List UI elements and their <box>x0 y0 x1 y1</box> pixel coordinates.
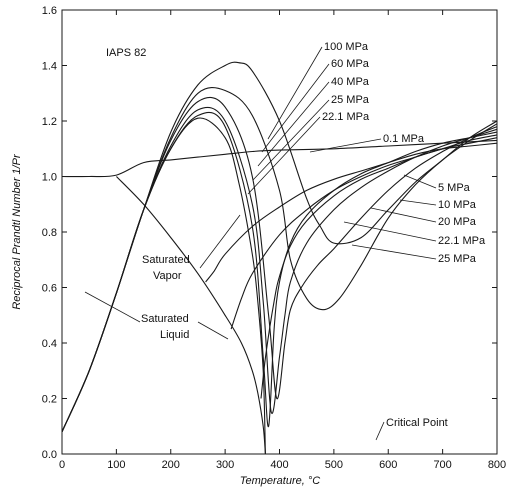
leader-line <box>197 321 229 340</box>
x-tick-label: 100 <box>107 459 125 471</box>
annotation-label: 60 MPa <box>331 58 370 70</box>
x-tick-label: 400 <box>270 459 288 471</box>
chart-title: IAPS 82 <box>106 47 146 59</box>
x-tick-label: 500 <box>325 459 343 471</box>
annotation-label: Saturated <box>141 313 189 325</box>
series-line-25-mpa <box>61 106 498 433</box>
x-tick-label: 300 <box>216 459 234 471</box>
y-tick-label: 1.6 <box>42 5 57 17</box>
leader-lines <box>84 46 437 441</box>
x-tick-label: 600 <box>379 459 397 471</box>
leader-line <box>252 99 330 181</box>
annotation-label: 5 MPa <box>438 182 471 194</box>
annotation-label: Saturated <box>142 254 190 266</box>
leader-line <box>399 199 437 206</box>
y-tick-label: 0.6 <box>42 283 57 295</box>
leader-line <box>370 207 437 223</box>
leader-line <box>343 221 437 242</box>
leader-line <box>351 244 437 260</box>
annotation-label: 25 MPa <box>438 253 477 265</box>
series-line-40-mpa <box>61 97 498 433</box>
annotation-label: 0.1 MPa <box>383 133 425 145</box>
x-tick-label: 200 <box>162 459 180 471</box>
x-tick-label: 0 <box>59 459 65 471</box>
series-line-saturated-vapor <box>116 176 266 455</box>
annotation-label: 100 MPa <box>324 41 369 53</box>
annotation-label: Critical Point <box>386 417 448 429</box>
x-axis-ticks: 0 100 200 300 400 500 600 700 800 <box>59 10 506 471</box>
leader-line <box>267 46 323 140</box>
annotation-label: Liquid <box>160 329 189 341</box>
x-tick-label: 700 <box>433 459 451 471</box>
y-tick-label: 1.4 <box>42 61 57 73</box>
y-tick-label: 1.0 <box>42 172 57 184</box>
leader-line <box>309 138 382 153</box>
y-tick-label: 0.0 <box>42 449 57 461</box>
y-tick-label: 0.4 <box>42 338 57 350</box>
leader-line <box>261 63 330 153</box>
annotation-label: 40 MPa <box>331 76 370 88</box>
annotation-label: 10 MPa <box>438 199 477 211</box>
leader-line <box>403 174 437 189</box>
annotation-labels: 100 MPa 60 MPa 40 MPa 25 MPa 22.1 MPa 0.1 MPa… <box>141 41 486 429</box>
leader-line <box>247 116 321 195</box>
y-tick-label: 1.2 <box>42 116 57 128</box>
leader-line <box>84 291 141 323</box>
annotation-label: 22.1 MPa <box>438 235 486 247</box>
series-line-20-mpa <box>260 134 498 399</box>
annotation-label: 22.1 MPa <box>322 111 370 123</box>
leader-line <box>375 421 385 441</box>
series-line-0-1-mpa <box>61 139 498 178</box>
leader-line <box>199 214 241 269</box>
annotation-label: Vapor <box>153 270 182 282</box>
curves-group <box>61 61 498 455</box>
x-tick-label: 800 <box>488 459 506 471</box>
x-axis-label: Temperature, °C <box>240 475 320 487</box>
series-line-10-mpa <box>230 137 498 330</box>
y-tick-label: 0.8 <box>42 227 57 239</box>
y-axis-label: Reciprocal Prandtl Number 1/Pr <box>11 153 23 310</box>
leader-line <box>257 81 330 167</box>
series-line-saturated-liquid <box>61 117 266 455</box>
annotation-label: 25 MPa <box>331 94 370 106</box>
y-tick-label: 0.2 <box>42 394 57 406</box>
y-axis-ticks: 0.0 0.2 0.4 0.6 0.8 1.0 1.2 1.4 1.6 <box>42 5 497 461</box>
series-line-100-mpa <box>61 61 498 433</box>
annotation-label: 20 MPa <box>438 216 477 228</box>
